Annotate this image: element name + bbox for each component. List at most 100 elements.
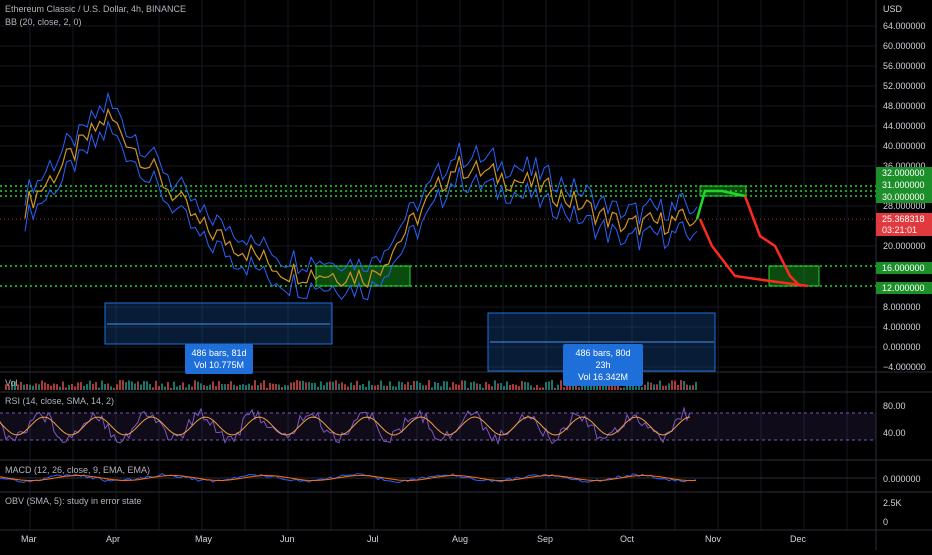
volume-bar	[431, 387, 433, 390]
forecast-support-box	[768, 265, 820, 287]
volume-bar	[308, 382, 310, 390]
volume-bar	[662, 385, 664, 390]
volume-bar	[26, 384, 28, 390]
volume-bar	[140, 384, 142, 390]
bb-upper-band	[24, 91, 698, 275]
volume-bar	[623, 387, 625, 390]
volume-bar	[170, 387, 172, 390]
volume-bar	[350, 382, 352, 390]
volume-bar	[392, 386, 394, 390]
volume-bar	[305, 382, 307, 390]
volume-bar	[530, 385, 532, 390]
month-label: Jun	[280, 534, 295, 544]
volume-bar	[302, 380, 304, 390]
volume-bar	[284, 385, 286, 390]
volume-bar	[533, 387, 535, 390]
volume-bar	[209, 384, 211, 390]
volume-bar	[119, 380, 121, 390]
volume-bar	[236, 386, 238, 390]
volume-bar	[215, 386, 217, 390]
volume-bar	[668, 383, 670, 390]
volume-bar	[503, 386, 505, 390]
measure-label-2[interactable]: 486 bars, 80d 23h Vol 16.342M	[563, 344, 643, 386]
volume-bar	[290, 382, 292, 390]
volume-bar	[602, 384, 604, 390]
volume-bar	[587, 385, 589, 390]
volume-bar	[398, 381, 400, 390]
rsi-sma-line	[0, 416, 691, 436]
volume-bar	[233, 384, 235, 390]
volume-bar	[419, 382, 421, 390]
volume-bar	[173, 381, 175, 390]
volume-bar	[158, 385, 160, 390]
volume-bar	[323, 385, 325, 390]
volume-bar	[527, 382, 529, 390]
rsi-tick: 40.00	[883, 428, 906, 438]
volume-bar	[470, 382, 472, 390]
volume-bar	[365, 386, 367, 390]
volume-bar	[401, 382, 403, 390]
volume-bar	[359, 384, 361, 390]
month-label: May	[195, 534, 213, 544]
price-tick: 8.000000	[883, 302, 921, 312]
volume-bar	[98, 387, 100, 390]
price-candles	[24, 108, 698, 288]
measure-label-1[interactable]: 486 bars, 81d Vol 10.775M	[185, 344, 253, 374]
volume-bar	[437, 382, 439, 390]
volume-bar	[23, 384, 25, 390]
volume-bar	[344, 384, 346, 390]
price-tick: −4.000000	[883, 362, 926, 372]
volume-bar	[536, 384, 538, 390]
volume-bar	[116, 384, 118, 390]
rsi-line	[0, 406, 691, 446]
volume-bar	[581, 385, 583, 390]
volume-bar	[254, 380, 256, 390]
price-tick: 40.000000	[883, 141, 926, 151]
volume-bar	[320, 381, 322, 390]
volume-bar	[599, 385, 601, 390]
month-label: Nov	[705, 534, 722, 544]
volume-bar	[368, 380, 370, 390]
volume-bar	[458, 384, 460, 390]
obv-pane-label[interactable]: OBV (SMA, 5): study in error state	[5, 496, 142, 506]
volume-bar	[653, 384, 655, 390]
volume-bar	[428, 380, 430, 390]
volume-bar	[641, 387, 643, 390]
volume-bar	[680, 380, 682, 390]
volume-bar	[74, 386, 76, 390]
symbol-title: Ethereum Classic / U.S. Dollar, 4h, BINA…	[5, 4, 187, 14]
volume-bar	[380, 380, 382, 390]
level-tag-32: 32.000000	[876, 167, 932, 179]
countdown-tag: 03:21:01	[876, 224, 932, 236]
volume-bar	[131, 381, 133, 390]
volume-bar	[257, 385, 259, 390]
vol-pane-label[interactable]: Vol	[5, 378, 18, 388]
volume-bar	[122, 380, 124, 390]
volume-bar	[506, 381, 508, 390]
macd-pane-label[interactable]: MACD (12, 26, close, 9, EMA, EMA)	[5, 465, 151, 475]
volume-bar	[374, 385, 376, 390]
volume-bar	[395, 386, 397, 390]
volume-bar	[572, 385, 574, 390]
bb-indicator-label[interactable]: BB (20, close, 2, 0)	[5, 17, 82, 27]
volume-bar	[281, 387, 283, 390]
month-label: Sep	[537, 534, 554, 544]
volume-bar	[137, 381, 139, 390]
volume-bar	[149, 384, 151, 390]
volume-bar	[491, 386, 493, 390]
volume-bar	[35, 383, 37, 390]
volume-bar	[488, 384, 490, 390]
month-label: Jul	[367, 534, 379, 544]
volume-bar	[515, 384, 517, 390]
volume-bar	[659, 380, 661, 390]
rsi-pane-label[interactable]: RSI (14, close, SMA, 14, 2)	[5, 396, 115, 406]
volume-bar	[545, 382, 547, 390]
volume-bar	[161, 383, 163, 390]
volume-bar	[278, 384, 280, 390]
price-tick: 60.000000	[883, 41, 926, 51]
volume-bar	[317, 386, 319, 390]
volume-bar	[80, 382, 82, 390]
volume-bar	[608, 382, 610, 390]
volume-bar	[560, 380, 562, 390]
